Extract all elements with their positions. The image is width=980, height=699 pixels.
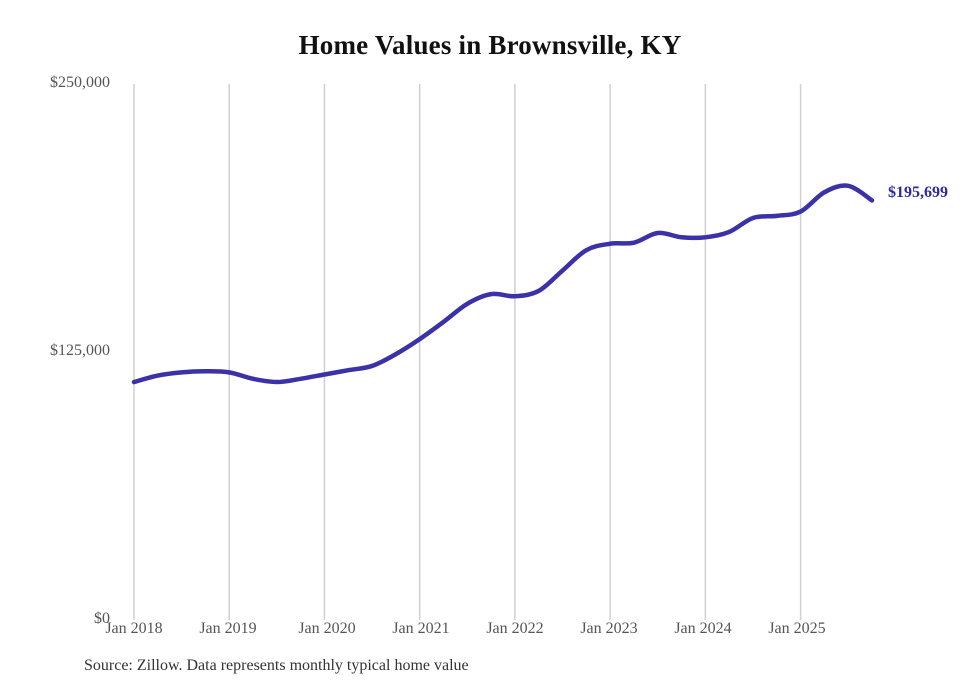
- x-axis-tick-label: Jan 2018: [105, 620, 163, 637]
- x-axis-tick-label: Jan 2019: [199, 620, 257, 637]
- x-axis-tick-jan-2025: Jan 2025: [737, 620, 857, 638]
- home-value-line: [131, 183, 875, 385]
- chart-title: Home Values in Brownsville, KY: [298, 30, 682, 60]
- x-axis-tick-jan-2021: Jan 2021: [361, 620, 481, 638]
- x-axis-tick-label: Jan 2023: [580, 620, 638, 637]
- x-axis-tick-jan-2019: Jan 2019: [168, 620, 288, 638]
- x-axis-tick-label: Jan 2020: [298, 620, 356, 637]
- x-axis-tick-jan-2018: Jan 2018: [74, 620, 194, 638]
- x-axis-tick-label: Jan 2021: [392, 620, 450, 637]
- y-axis-tick-label: $250,000: [50, 74, 110, 91]
- gridlines-group: [133, 84, 802, 620]
- x-axis-tick-label: Jan 2024: [674, 620, 732, 637]
- x-axis-tick-jan-2023: Jan 2023: [549, 620, 669, 638]
- y-axis-tick-125000: $125,000: [10, 342, 110, 360]
- y-axis-tick-label: $0: [94, 610, 110, 627]
- end-value-annotation: $195,699: [888, 184, 948, 201]
- x-axis-tick-jan-2020: Jan 2020: [267, 620, 387, 638]
- x-axis-tick-jan-2024: Jan 2024: [643, 620, 763, 638]
- x-axis-tick-jan-2022: Jan 2022: [455, 620, 575, 638]
- x-axis-tick-label: Jan 2022: [486, 620, 544, 637]
- source-note: Source: Zillow. Data represents monthly …: [84, 657, 469, 674]
- x-axis-tick-label: Jan 2025: [768, 620, 826, 637]
- y-axis-tick-0: $0: [10, 610, 110, 628]
- y-axis-tick-label: $125,000: [50, 342, 110, 359]
- y-axis-tick-250000: $250,000: [10, 74, 110, 92]
